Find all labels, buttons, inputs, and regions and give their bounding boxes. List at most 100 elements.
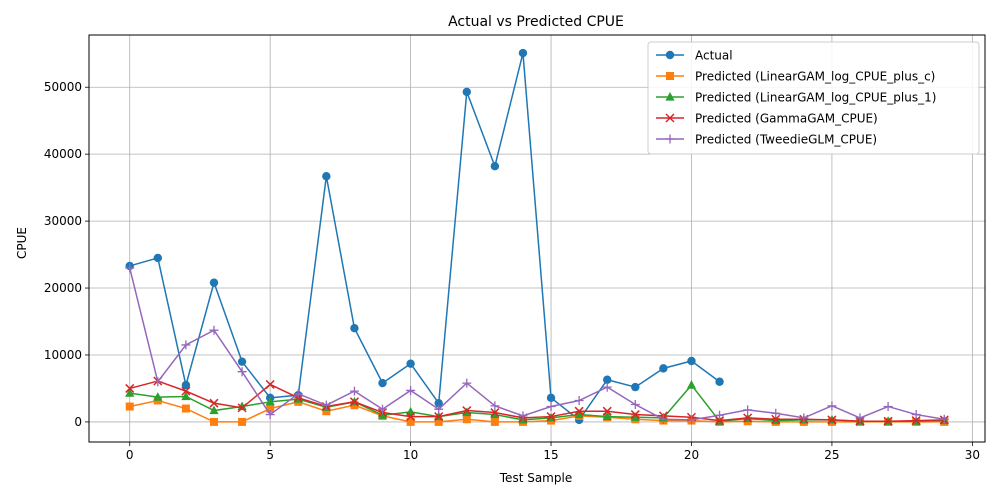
x-tick-label: 10 bbox=[403, 448, 418, 462]
data-point bbox=[462, 407, 472, 417]
x-tick-label: 30 bbox=[965, 448, 980, 462]
data-point bbox=[883, 402, 893, 412]
data-point bbox=[827, 401, 837, 411]
data-point bbox=[602, 382, 612, 392]
x-tick-label: 5 bbox=[266, 448, 274, 462]
data-point bbox=[238, 417, 247, 426]
data-point bbox=[686, 380, 697, 389]
legend-label: Predicted (LinearGAM_log_CPUE_plus_1) bbox=[695, 91, 936, 105]
data-point bbox=[321, 400, 331, 410]
y-axis-label: CPUE bbox=[15, 227, 29, 259]
data-point bbox=[209, 325, 219, 335]
axes-frame bbox=[88, 34, 986, 443]
data-point bbox=[153, 253, 163, 263]
data-point bbox=[462, 406, 472, 416]
series-1 bbox=[125, 48, 724, 425]
y-tick-label: 10000 bbox=[44, 348, 82, 362]
data-point bbox=[265, 410, 275, 420]
data-point bbox=[350, 324, 359, 333]
data-point bbox=[574, 406, 584, 416]
data-point bbox=[490, 162, 500, 171]
data-point bbox=[434, 398, 443, 408]
series-line bbox=[128, 267, 945, 421]
data-point bbox=[546, 412, 556, 422]
legend-item: Predicted (TweedieGLM_CPUE) bbox=[656, 133, 877, 147]
data-point bbox=[659, 364, 668, 373]
data-point bbox=[265, 379, 275, 389]
data-point bbox=[631, 382, 640, 392]
data-point bbox=[490, 401, 500, 411]
data-point bbox=[602, 411, 612, 421]
data-point bbox=[603, 375, 612, 384]
data-point bbox=[799, 413, 809, 423]
data-point bbox=[181, 404, 190, 413]
data-point bbox=[181, 380, 191, 390]
data-point bbox=[518, 411, 528, 421]
data-point bbox=[209, 278, 219, 287]
ticks: 0 5 10 15 20 25 30 0 10000 20000 30000 40000 50000 bbox=[44, 80, 980, 462]
data-point bbox=[209, 417, 218, 426]
data-point bbox=[462, 87, 471, 97]
legend-label: Actual bbox=[695, 49, 733, 63]
data-point bbox=[125, 383, 135, 393]
data-point bbox=[911, 416, 921, 426]
data-point bbox=[237, 357, 247, 366]
data-point bbox=[518, 48, 528, 58]
data-point bbox=[939, 414, 949, 424]
data-point bbox=[462, 378, 472, 388]
data-point bbox=[771, 408, 781, 418]
data-point bbox=[658, 414, 668, 424]
data-point bbox=[434, 412, 444, 422]
data-point bbox=[686, 415, 696, 425]
data-point bbox=[715, 410, 725, 420]
legend-marker bbox=[665, 134, 675, 144]
data-point bbox=[406, 417, 415, 426]
series-layer bbox=[125, 48, 949, 426]
data-point bbox=[771, 414, 781, 424]
legend-item: Predicted (LinearGAM_log_CPUE_plus_1) bbox=[656, 91, 936, 105]
data-point bbox=[378, 378, 387, 388]
data-point bbox=[322, 172, 331, 181]
data-point bbox=[322, 407, 331, 416]
x-tick-label: 20 bbox=[684, 448, 699, 462]
y-tick-label: 40000 bbox=[44, 147, 82, 161]
data-point bbox=[883, 416, 893, 426]
data-point bbox=[125, 388, 135, 397]
data-point bbox=[855, 413, 865, 423]
data-point bbox=[546, 393, 556, 403]
data-point bbox=[181, 340, 191, 350]
x-axis-label: Test Sample bbox=[499, 471, 572, 485]
legend-item: Predicted (GammaGAM_CPUE) bbox=[656, 112, 878, 126]
data-point bbox=[715, 377, 724, 386]
chart-title: Actual vs Predicted CPUE bbox=[448, 14, 624, 30]
data-point bbox=[153, 377, 163, 387]
series-line bbox=[129, 52, 721, 421]
series-line bbox=[129, 399, 945, 423]
data-point bbox=[406, 412, 416, 422]
legend-marker bbox=[666, 72, 674, 80]
data-point bbox=[630, 410, 640, 420]
data-point bbox=[237, 403, 247, 413]
data-point bbox=[209, 398, 219, 408]
data-point bbox=[265, 396, 275, 406]
legend-label: Predicted (TweedieGLM_CPUE) bbox=[695, 133, 877, 147]
data-point bbox=[378, 404, 388, 414]
data-point bbox=[715, 416, 725, 426]
data-point bbox=[743, 405, 753, 415]
data-point bbox=[490, 417, 499, 426]
data-point bbox=[462, 415, 471, 424]
legend-label: Predicted (GammaGAM_CPUE) bbox=[695, 112, 878, 126]
data-point bbox=[546, 402, 556, 412]
data-point bbox=[434, 404, 444, 414]
data-point bbox=[237, 367, 247, 377]
data-point bbox=[630, 412, 640, 421]
series-5 bbox=[125, 263, 949, 425]
data-point bbox=[153, 392, 163, 401]
legend-label: Predicted (LinearGAM_log_CPUE_plus_c) bbox=[695, 70, 935, 84]
data-point bbox=[743, 413, 753, 423]
series-line bbox=[129, 380, 945, 422]
data-point bbox=[827, 415, 837, 425]
data-point bbox=[125, 402, 134, 411]
data-point bbox=[574, 409, 584, 419]
